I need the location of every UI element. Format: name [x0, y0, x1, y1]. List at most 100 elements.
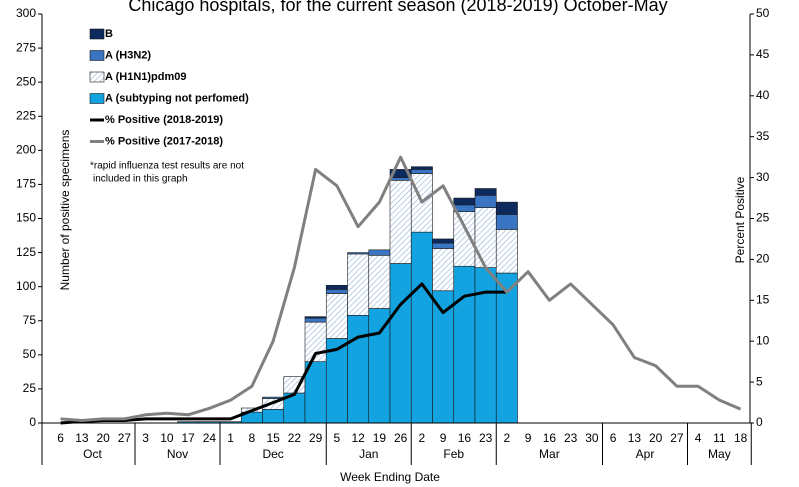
- bar-segment: [304, 317, 327, 323]
- bar-segment: [474, 195, 497, 208]
- x-tick-label: 16: [458, 431, 472, 445]
- y-tick-label: 125: [16, 245, 36, 259]
- x-tick-label: 15: [266, 431, 280, 445]
- legend-key: [89, 50, 105, 61]
- x-tick-label: 20: [649, 431, 663, 445]
- x-tick-label: 5: [334, 431, 341, 445]
- line-series: [60, 282, 507, 425]
- x-tick-label: 9: [525, 431, 532, 445]
- annotation: included in this graph: [93, 174, 188, 185]
- y2-tick-label: 10: [756, 333, 770, 347]
- bar-segment: [432, 238, 455, 244]
- y2-tick-label: 0: [756, 415, 763, 429]
- x-tick-label: 1: [227, 431, 234, 445]
- x-tick-label: 12: [351, 431, 365, 445]
- y-tick-label: 250: [16, 74, 36, 88]
- bar-segment: [325, 289, 348, 294]
- x-tick-label: 11: [713, 431, 726, 445]
- x-tick-label: 3: [142, 431, 149, 445]
- month-label: Nov: [167, 447, 188, 461]
- bar-segment: [453, 197, 476, 206]
- x-tick-label: 6: [57, 431, 64, 445]
- bar-segment: [347, 314, 370, 424]
- x-tick-label: 13: [628, 431, 642, 445]
- y-tick-label: 150: [16, 211, 36, 225]
- x-tick-label: 6: [610, 431, 617, 445]
- bar-segment: [410, 231, 433, 424]
- bar-segment: [347, 252, 370, 255]
- x-tick-label: 20: [96, 431, 110, 445]
- bar-segment: [495, 214, 518, 230]
- month-label: Apr: [636, 447, 655, 461]
- x-tick-label: 4: [695, 431, 702, 445]
- bar-segment: [432, 242, 455, 249]
- y-tick-label: 300: [16, 6, 36, 20]
- line-series: [60, 155, 742, 422]
- x-tick-label: 13: [75, 431, 89, 445]
- y-tick-label: 100: [16, 279, 36, 293]
- x-tick-label: 19: [373, 431, 387, 445]
- month-label: May: [708, 447, 731, 461]
- y-tick-label: 75: [23, 313, 37, 327]
- month-label: Mar: [539, 447, 560, 461]
- month-label: Jan: [359, 447, 378, 461]
- y-tick-label: 50: [23, 347, 37, 361]
- x-tick-label: 16: [543, 431, 557, 445]
- legend-label: A (H1N1)pdm09: [105, 71, 187, 83]
- x-tick-label: 27: [670, 431, 684, 445]
- x-tick-label: 23: [564, 431, 578, 445]
- bar-segment: [368, 249, 391, 256]
- y2-tick-label: 40: [756, 88, 770, 102]
- bar-segment: [389, 177, 412, 181]
- legend-label: % Positive (2017-2018): [105, 135, 223, 147]
- x-tick-label: 2: [504, 431, 511, 445]
- x-tick-label: 22: [288, 431, 302, 445]
- y2-tick-label: 45: [756, 47, 770, 61]
- y2-tick-label: 20: [756, 252, 770, 266]
- x-tick-label: 29: [309, 431, 323, 445]
- legend-label: A (H3N2): [105, 49, 151, 61]
- x-tick-label: 17: [181, 431, 195, 445]
- y2-tick-label: 5: [756, 374, 763, 388]
- legend-key: [89, 28, 105, 40]
- x-tick-label: 24: [203, 431, 217, 445]
- bar-segment: [495, 201, 518, 215]
- y2-tick-label: 50: [756, 6, 770, 20]
- bar-segment: [304, 316, 327, 319]
- x-tick-label: 18: [734, 431, 748, 445]
- bar-segment: [495, 272, 518, 424]
- bar-segment: [410, 166, 433, 170]
- y2-tick-label: 30: [756, 170, 770, 184]
- bar-segment: [495, 229, 518, 274]
- bar-segment: [347, 253, 370, 316]
- bar-segment: [389, 263, 412, 424]
- y-tick-label: 0: [29, 415, 36, 429]
- x-tick-label: 26: [394, 431, 408, 445]
- legend-key: [89, 71, 105, 83]
- x-tick-label: 8: [249, 431, 256, 445]
- month-label: Oct: [83, 447, 102, 461]
- chart-title: Chicago hospitals, for the current seaso…: [128, 0, 667, 15]
- x-tick-label: 2: [419, 431, 426, 445]
- legend-label: A (subtyping not perfomed): [105, 92, 249, 104]
- x-tick-label: 30: [585, 431, 599, 445]
- y2-tick-label: 25: [756, 211, 770, 225]
- x-tick-label: 23: [479, 431, 493, 445]
- bar-segment: [474, 188, 497, 196]
- month-label: Dec: [262, 447, 283, 461]
- y-tick-label: 25: [23, 381, 37, 395]
- bar-segment: [474, 207, 497, 268]
- bar-segment: [262, 409, 285, 424]
- y2-axis-label: Percent Positive: [733, 176, 747, 263]
- y-tick-label: 200: [16, 143, 36, 157]
- legend-label: % Positive (2018-2019): [105, 114, 223, 126]
- y-tick-label: 225: [16, 108, 36, 122]
- bar-segment: [410, 169, 433, 174]
- y2-tick-label: 35: [756, 129, 770, 143]
- y-axis-label: Number of positive specimens: [58, 130, 72, 291]
- y-tick-label: 275: [16, 40, 36, 54]
- bar-segment: [453, 265, 476, 424]
- x-axis-label: Week Ending Date: [340, 470, 440, 484]
- legend-label: B: [105, 28, 113, 40]
